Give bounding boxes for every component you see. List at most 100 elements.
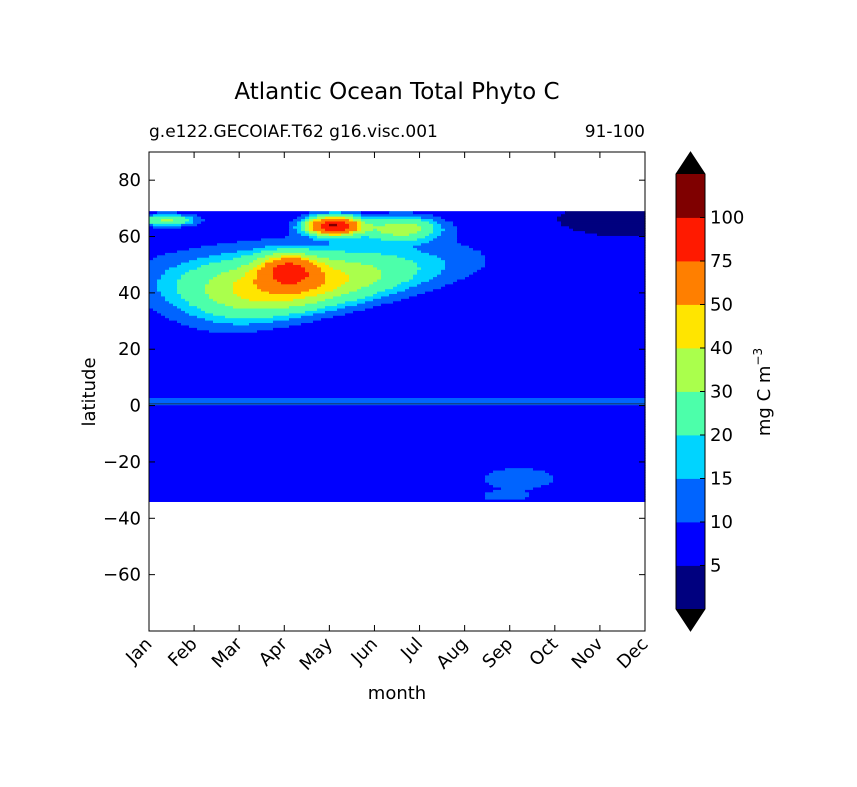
contour-cell — [213, 276, 242, 280]
contour-cell — [561, 223, 646, 227]
contour-cell — [149, 356, 646, 360]
contour-cell — [261, 288, 310, 292]
contour-cell — [405, 257, 442, 261]
contour-cell — [561, 213, 646, 217]
contour-cell — [453, 281, 646, 285]
contour-cell — [149, 324, 190, 328]
contour-cell — [409, 286, 442, 290]
contour-cell — [177, 278, 210, 282]
contour-cell — [149, 411, 646, 415]
contour-cell — [209, 295, 242, 299]
contour-cell — [441, 230, 458, 234]
contour-cell — [293, 261, 314, 265]
contour-cell — [149, 312, 162, 316]
contour-cell — [177, 249, 238, 253]
contour-cell — [153, 307, 182, 311]
contour-cell — [309, 271, 326, 275]
contour-cell — [301, 220, 306, 224]
contour-cell — [553, 477, 646, 481]
contour-cell — [457, 278, 646, 282]
contour-cell — [193, 216, 202, 220]
contour-cell — [309, 259, 318, 263]
contour-cell — [233, 288, 262, 292]
contour-cell — [401, 281, 422, 285]
contour-cell — [373, 228, 378, 232]
contour-cell — [321, 266, 334, 270]
contour-cell — [585, 230, 646, 234]
contour-cell — [381, 252, 430, 256]
contour-cell — [485, 494, 530, 498]
contour-cell — [293, 225, 302, 229]
contour-cell — [149, 276, 162, 280]
contour-cell — [301, 218, 306, 222]
contour-cell — [149, 242, 218, 246]
contour-cell — [317, 264, 330, 268]
contour-cell — [325, 271, 346, 275]
contour-cell — [149, 290, 162, 294]
contour-cell — [149, 474, 486, 478]
contour-cell — [297, 228, 302, 232]
contour-cell — [321, 223, 330, 227]
contour-cell — [469, 245, 646, 249]
contour-cell — [149, 491, 486, 495]
contour-cell — [149, 390, 646, 394]
contour-cell — [225, 315, 274, 319]
contour-cell — [157, 286, 178, 290]
contour-cell — [253, 259, 266, 263]
contour-cell — [325, 310, 354, 314]
contour-cell — [313, 312, 346, 316]
contour-cell — [305, 230, 310, 234]
contour-cell — [485, 261, 646, 265]
contour-cell — [313, 225, 322, 229]
contour-cell — [305, 218, 310, 222]
contour-cell — [373, 264, 418, 268]
contour-cell — [149, 436, 646, 440]
contour-cell — [553, 474, 646, 478]
contour-cell — [177, 281, 210, 285]
contour-cell — [249, 298, 294, 302]
colorbar-tick-label: 40 — [710, 338, 733, 359]
contour-cell — [397, 254, 438, 258]
contour-cell — [209, 329, 258, 333]
contour-cell — [273, 259, 310, 263]
contour-cell — [177, 286, 206, 290]
contour-cell — [197, 327, 274, 331]
contour-cell — [297, 220, 302, 224]
contour-cell — [149, 416, 646, 420]
contour-cell — [201, 245, 266, 249]
contour-cell — [237, 249, 262, 253]
contour-cell — [177, 290, 206, 294]
contour-cell — [149, 310, 158, 314]
contour-cell — [429, 240, 458, 244]
contour-cell — [397, 283, 418, 287]
contour-cell — [381, 303, 646, 307]
contour-cell — [433, 213, 562, 217]
contour-cell — [157, 211, 178, 215]
contour-cell — [301, 213, 310, 217]
contour-cell — [149, 482, 490, 486]
contour-cell — [149, 472, 490, 476]
contour-cell — [149, 363, 646, 367]
contour-cell — [457, 228, 574, 232]
contour-cell — [149, 498, 646, 502]
contour-cell — [157, 288, 178, 292]
contour-cell — [309, 247, 418, 251]
contour-cell — [221, 259, 254, 263]
contour-cell — [457, 230, 586, 234]
contour-cell — [197, 315, 226, 319]
contour-cell — [445, 283, 646, 287]
contour-cell — [365, 230, 382, 234]
contour-cell — [161, 312, 190, 316]
x-tick-label: Nov — [568, 633, 608, 673]
contour-cell — [421, 218, 434, 222]
contour-cell — [385, 223, 418, 227]
colorbar-segment — [676, 478, 705, 523]
contour-cell — [149, 252, 166, 256]
contour-cell — [149, 315, 166, 319]
contour-cell — [149, 397, 646, 401]
contour-cell — [417, 247, 474, 251]
colorbar-extend-low — [676, 609, 705, 631]
contour-cell — [149, 247, 190, 251]
contour-cell — [249, 261, 262, 265]
contour-cell — [189, 218, 194, 222]
